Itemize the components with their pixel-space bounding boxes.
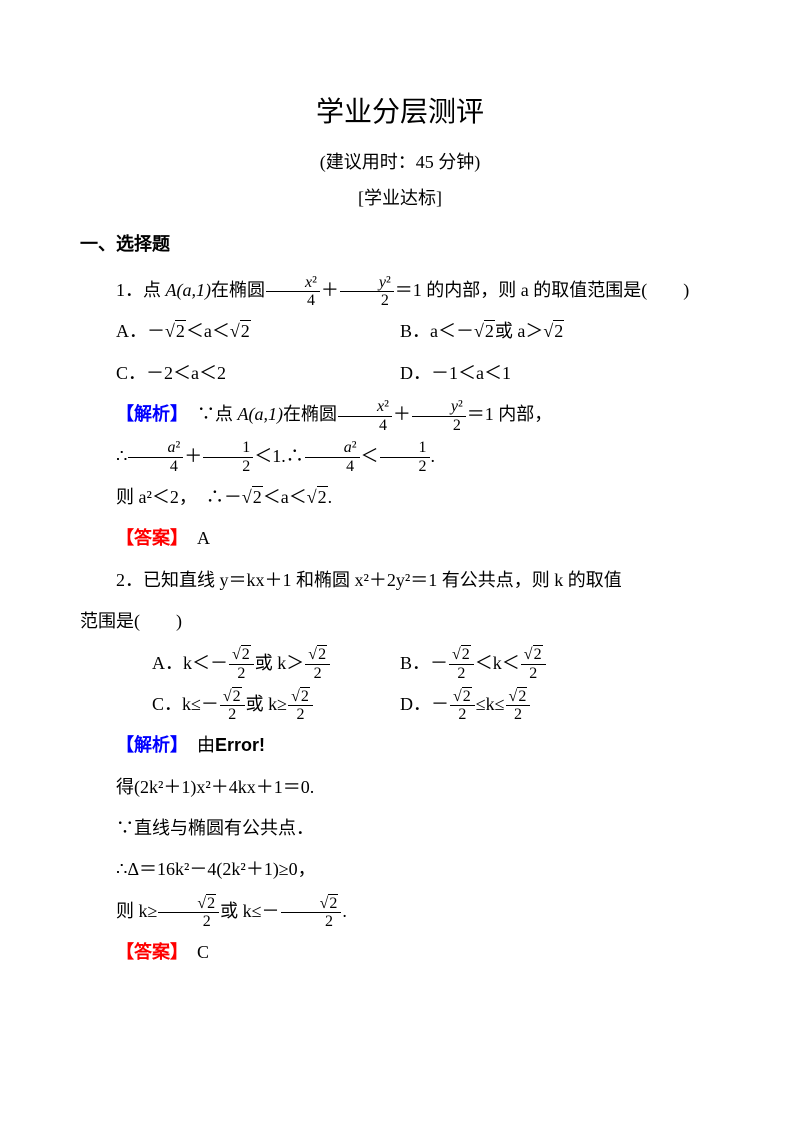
frac-sqrt22: 22	[281, 895, 342, 931]
q2-optD-pre: D．－	[400, 694, 449, 714]
q1-answer-value: A	[179, 528, 210, 548]
sqrt-icon: 2	[230, 321, 251, 341]
q2-optB-pre: B．－	[400, 653, 448, 673]
q1-option-d: D．－1＜a＜1	[400, 353, 720, 394]
q2-optA-mid: 或 k＞	[255, 653, 305, 673]
q2-step3: ∴Δ＝16k²－4(2k²＋1)≥0，	[80, 849, 720, 890]
q1-step2-mid: ＜a＜	[263, 487, 307, 507]
q2-stem-line2: 范围是( )	[80, 601, 720, 642]
q2-answer-value: C	[179, 942, 209, 962]
q1-point: A(a,1)	[166, 280, 211, 300]
frac-sqrt22: 22	[450, 688, 475, 724]
frac-a24: a²4	[128, 439, 183, 475]
q2-options-row1: A．k＜－22或 k＞22 B．－22＜k＜22	[80, 643, 720, 684]
document-page: 学业分层测评 (建议用时：45 分钟) [学业达标] 一、选择题 1．点 A(a…	[0, 0, 800, 1131]
q1-ana-suf: ＝1 内部，	[467, 404, 553, 424]
q2-options-row2: C．k≤－22或 k≥22 D．－22≤k≤22	[80, 684, 720, 725]
frac-sqrt22: 22	[521, 646, 546, 682]
error-text: Error!	[215, 735, 265, 755]
q2-step4-end: .	[342, 901, 347, 921]
q2-step4-mid: 或 k≤－	[220, 901, 279, 921]
q1-answer: 【答案】 A	[80, 518, 720, 559]
time-suggestion: (建议用时：45 分钟)	[80, 148, 720, 174]
sqrt-icon: 2	[165, 321, 186, 341]
q1-step1-end: .	[431, 446, 436, 466]
q2-ana-text: 由	[179, 735, 215, 755]
q2-stem-line1: 2．已知直线 y＝kx＋1 和椭圆 x²＋2y²＝1 有公共点，则 k 的取值	[80, 560, 720, 601]
q1-step1-pre: ∴	[116, 446, 127, 466]
q1-stem-mid: 在椭圆	[211, 280, 265, 300]
frac-sqrt22: 22	[449, 646, 474, 682]
q1-optB-pre: B．a＜－	[400, 321, 474, 341]
q2-optB-mid: ＜k＜	[475, 653, 520, 673]
frac-y22: y²2	[412, 398, 466, 434]
q2-optD-mid: ≤k≤	[476, 694, 505, 714]
q1-step2: 则 a²＜2， ∴－2＜a＜2.	[80, 477, 720, 518]
q1-step1-lt: ＜1.∴	[254, 446, 304, 466]
frac-a24b: a²4	[305, 439, 360, 475]
frac-sqrt22: 22	[506, 688, 531, 724]
q1-stem: 1．点 A(a,1)在椭圆x²4＋y²2＝1 的内部，则 a 的取值范围是( )	[80, 270, 720, 311]
q2-step4-pre: 则 k≥	[116, 901, 157, 921]
frac-sqrt22: 22	[220, 688, 245, 724]
q1-option-a: A．－2＜a＜2	[80, 311, 400, 352]
q1-option-b: B．a＜－2或 a＞2	[400, 311, 720, 352]
q1-step2-end: .	[328, 487, 333, 507]
section-label: [学业达标]	[80, 184, 720, 210]
q1-step1: ∴a²4＋12＜1.∴a²4＜12.	[80, 436, 720, 477]
q1-step1-lt2: ＜	[361, 446, 379, 466]
frac-12b: 12	[380, 439, 430, 475]
sqrt-icon: 2	[242, 487, 263, 507]
q2-optC-mid: 或 k≥	[246, 694, 287, 714]
q1-frac-y: y²2	[340, 274, 394, 310]
q1-options-row1: A．－2＜a＜2 B．a＜－2或 a＞2	[80, 311, 720, 352]
frac-x24: x²4	[338, 398, 392, 434]
sqrt-icon: 2	[307, 487, 328, 507]
sqrt-icon: 2	[543, 321, 564, 341]
q2-optA-pre: A．k＜－	[152, 653, 228, 673]
q2-step2: ∵直线与椭圆有公共点．	[80, 808, 720, 849]
frac-sqrt22: 22	[158, 895, 219, 931]
answer-label: 【答案】	[116, 942, 179, 962]
q1-ana-pre: ∵点	[179, 404, 238, 424]
q2-answer: 【答案】 C	[80, 932, 720, 973]
q1-ana-mid: 在椭圆	[283, 404, 337, 424]
q1-analysis-1: 【解析】 ∵点 A(a,1)在椭圆x²4＋y²2＝1 内部，	[80, 394, 720, 435]
q1-option-c: C．－2＜a＜2	[80, 353, 400, 394]
section-heading-1: 一、选择题	[80, 230, 720, 256]
frac-sqrt22: 22	[288, 688, 313, 724]
q1-stem-suffix: ＝1 的内部，则 a 的取值范围是( )	[395, 280, 689, 300]
sqrt-icon: 2	[474, 321, 495, 341]
q1-optA-mid: ＜a＜	[186, 321, 230, 341]
q1-frac-x: x²4	[266, 274, 320, 310]
q2-step1: 得(2k²＋1)x²＋4kx＋1＝0.	[80, 767, 720, 808]
frac-sqrt22: 22	[305, 646, 330, 682]
answer-label: 【答案】	[116, 528, 179, 548]
q2-option-a: A．k＜－22或 k＞22	[80, 643, 400, 684]
q1-stem-prefix: 1．点	[116, 280, 166, 300]
q1-optA-pre: A．－	[116, 321, 165, 341]
q1-ana-point: A(a,1)	[238, 404, 283, 424]
frac-12: 12	[203, 439, 253, 475]
q2-step4: 则 k≥22或 k≤－22.	[80, 891, 720, 932]
q2-option-c: C．k≤－22或 k≥22	[80, 684, 400, 725]
q2-optC-pre: C．k≤－	[152, 694, 219, 714]
q1-step2-pre: 则 a²＜2， ∴－	[116, 487, 242, 507]
page-title: 学业分层测评	[80, 90, 720, 130]
q2-option-b: B．－22＜k＜22	[400, 643, 720, 684]
q1-options-row2: C．－2＜a＜2 D．－1＜a＜1	[80, 353, 720, 394]
q2-option-d: D．－22≤k≤22	[400, 684, 720, 725]
analysis-label: 【解析】	[116, 404, 179, 424]
q2-analysis: 【解析】 由Error!	[80, 725, 720, 766]
frac-sqrt22: 22	[229, 646, 254, 682]
q1-step1-mid: ＋	[184, 446, 202, 466]
analysis-label: 【解析】	[116, 735, 179, 755]
q1-optB-mid: 或 a＞	[495, 321, 544, 341]
